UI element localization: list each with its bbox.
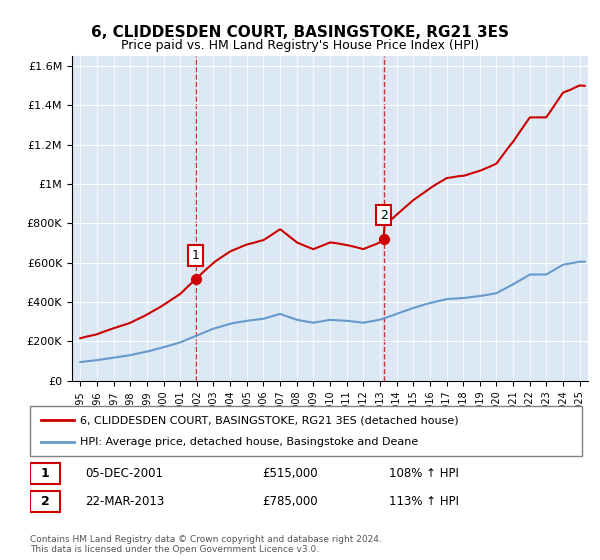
Text: 6, CLIDDESDEN COURT, BASINGSTOKE, RG21 3ES: 6, CLIDDESDEN COURT, BASINGSTOKE, RG21 3… [91,25,509,40]
FancyBboxPatch shape [30,491,61,512]
Text: HPI: Average price, detached house, Basingstoke and Deane: HPI: Average price, detached house, Basi… [80,437,418,447]
Text: 108% ↑ HPI: 108% ↑ HPI [389,466,458,480]
Text: 22-MAR-2013: 22-MAR-2013 [85,494,164,508]
Text: 1: 1 [191,249,199,262]
Text: 1: 1 [41,466,49,480]
Text: 2: 2 [41,494,49,508]
Text: £785,000: £785,000 [262,494,317,508]
FancyBboxPatch shape [30,463,61,484]
Text: 2: 2 [380,208,388,222]
FancyBboxPatch shape [30,406,582,456]
Text: Price paid vs. HM Land Registry's House Price Index (HPI): Price paid vs. HM Land Registry's House … [121,39,479,52]
Text: £515,000: £515,000 [262,466,317,480]
Text: Contains HM Land Registry data © Crown copyright and database right 2024.
This d: Contains HM Land Registry data © Crown c… [30,535,382,554]
Text: 113% ↑ HPI: 113% ↑ HPI [389,494,459,508]
Text: 05-DEC-2001: 05-DEC-2001 [85,466,163,480]
Text: 6, CLIDDESDEN COURT, BASINGSTOKE, RG21 3ES (detached house): 6, CLIDDESDEN COURT, BASINGSTOKE, RG21 3… [80,415,458,425]
